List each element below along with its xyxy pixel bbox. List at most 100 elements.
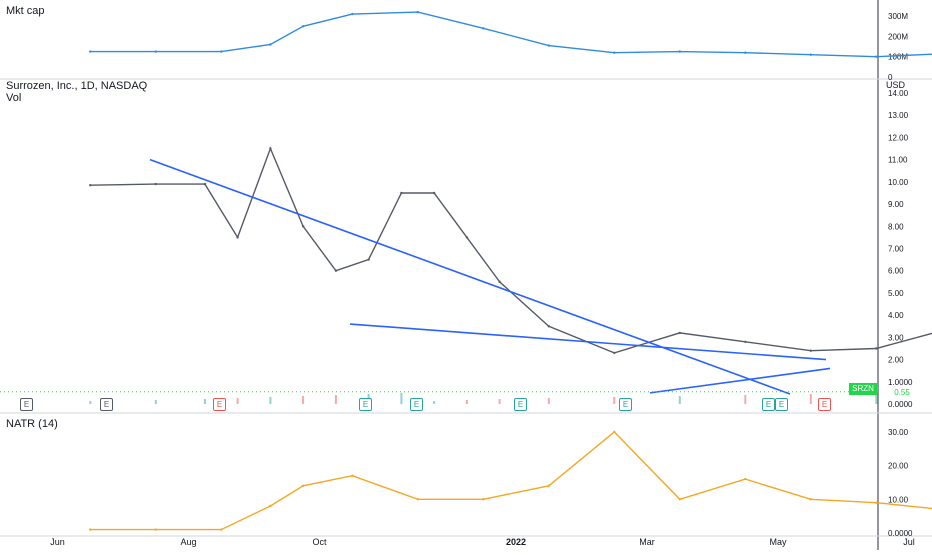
earnings-badge[interactable]: E	[775, 398, 788, 411]
volume-bar	[269, 397, 272, 404]
earnings-badge[interactable]: E	[100, 398, 113, 411]
earnings-badge[interactable]: E	[20, 398, 33, 411]
natr-point	[547, 484, 550, 487]
natr-tick-label: 0.0000	[888, 529, 913, 538]
mktcap-point	[547, 44, 550, 47]
price-tick-label: 7.00	[888, 245, 904, 254]
natr-point	[416, 498, 419, 501]
price-tick-label: 9.00	[888, 200, 904, 209]
earnings-badge[interactable]: E	[213, 398, 226, 411]
symbol-tag: SRZN	[852, 384, 874, 393]
volume-bar	[744, 395, 747, 404]
price-title: Surrozen, Inc., 1D, NASDAQ	[6, 80, 148, 92]
mktcap-point	[809, 53, 812, 56]
price-tick-label: 2.00	[888, 356, 904, 365]
mktcap-point	[220, 50, 223, 53]
earnings-badge[interactable]: E	[762, 398, 775, 411]
time-axis-label: 2022	[506, 537, 526, 547]
natr-point	[482, 498, 485, 501]
price-point	[203, 182, 207, 186]
natr-point	[351, 474, 354, 477]
price-point	[154, 182, 157, 186]
trendline-support	[649, 367, 831, 394]
volume-bar	[302, 396, 305, 404]
natr-point	[220, 528, 223, 531]
natr-title: NATR (14)	[6, 418, 58, 430]
mktcap-point	[744, 51, 747, 54]
natr-tick-label: 20.00	[888, 462, 909, 471]
price-point	[613, 351, 616, 355]
time-axis-label: Jun	[50, 537, 65, 547]
volume-label: Vol	[6, 92, 22, 104]
mktcap-tick-label: 300M	[888, 12, 908, 21]
mktcap-point	[351, 12, 354, 16]
natr-point	[809, 498, 812, 501]
natr-point	[154, 528, 157, 531]
natr-point	[678, 498, 681, 501]
price-tick-label: 8.00	[888, 222, 904, 231]
earnings-badge[interactable]: E	[410, 398, 423, 411]
natr-point	[269, 504, 272, 508]
mktcap-point	[89, 50, 92, 53]
natr-point	[875, 501, 878, 504]
mktcap-point	[416, 10, 419, 14]
price-point	[301, 225, 305, 228]
mktcap-title: Mkt cap	[6, 5, 45, 17]
mktcap-line	[90, 11, 932, 58]
mktcap-point	[269, 43, 272, 46]
time-axis-label: Mar	[639, 537, 655, 547]
time-axis-label: Oct	[312, 537, 327, 547]
price-point	[809, 349, 812, 352]
mktcap-point	[482, 27, 485, 30]
time-axis-label: Aug	[180, 537, 196, 547]
natr-tick-label: 10.00	[888, 495, 909, 504]
trendline-resistance	[349, 323, 827, 361]
earnings-badge[interactable]: E	[619, 398, 632, 411]
volume-bar	[203, 399, 206, 404]
mktcap-point	[154, 50, 157, 53]
price-tick-label: 6.00	[888, 267, 904, 276]
mktcap-point	[301, 25, 305, 28]
price-tick-label: 12.00	[888, 133, 909, 142]
price-point	[236, 236, 239, 239]
price-tick-label: 10.00	[888, 178, 909, 187]
price-point	[875, 347, 878, 350]
natr-line	[90, 430, 932, 531]
mktcap-point	[875, 55, 878, 58]
earnings-badge[interactable]: E	[818, 398, 831, 411]
last-price-tag: SRZN	[849, 383, 877, 395]
price-tick-label: 3.00	[888, 333, 904, 342]
volume-bar	[334, 395, 337, 404]
earnings-badge[interactable]: E	[359, 398, 372, 411]
price-point	[89, 184, 92, 187]
volume-bar	[875, 393, 878, 404]
price-point	[269, 147, 272, 150]
price-tick-label: 0.0000	[888, 400, 913, 409]
mktcap-tick-label: 200M	[888, 32, 908, 41]
volume-bar	[465, 400, 468, 404]
volume-bar	[678, 396, 681, 404]
mktcap-point	[678, 50, 681, 53]
price-tick-label: 14.00	[888, 89, 909, 98]
price-unit: USD	[886, 80, 906, 90]
price-point	[334, 269, 338, 272]
time-axis-label: Jul	[903, 537, 915, 547]
last-price-label: 0.55	[894, 388, 910, 397]
price-point	[547, 325, 550, 328]
price-point	[744, 340, 747, 343]
natr-point	[744, 477, 747, 481]
volume-bar	[89, 401, 92, 404]
price-point	[498, 280, 501, 283]
price-point	[465, 236, 469, 239]
volume-bar	[809, 394, 812, 404]
volume-bar	[547, 398, 550, 404]
trendline-down	[149, 158, 791, 395]
mktcap-tick-label: 100M	[888, 53, 908, 62]
mktcap-tick-label: 0	[888, 73, 893, 82]
earnings-badge[interactable]: E	[514, 398, 527, 411]
price-tick-label: 4.00	[888, 311, 904, 320]
price-point	[432, 191, 436, 195]
price-tick-label: 11.00	[888, 156, 908, 165]
